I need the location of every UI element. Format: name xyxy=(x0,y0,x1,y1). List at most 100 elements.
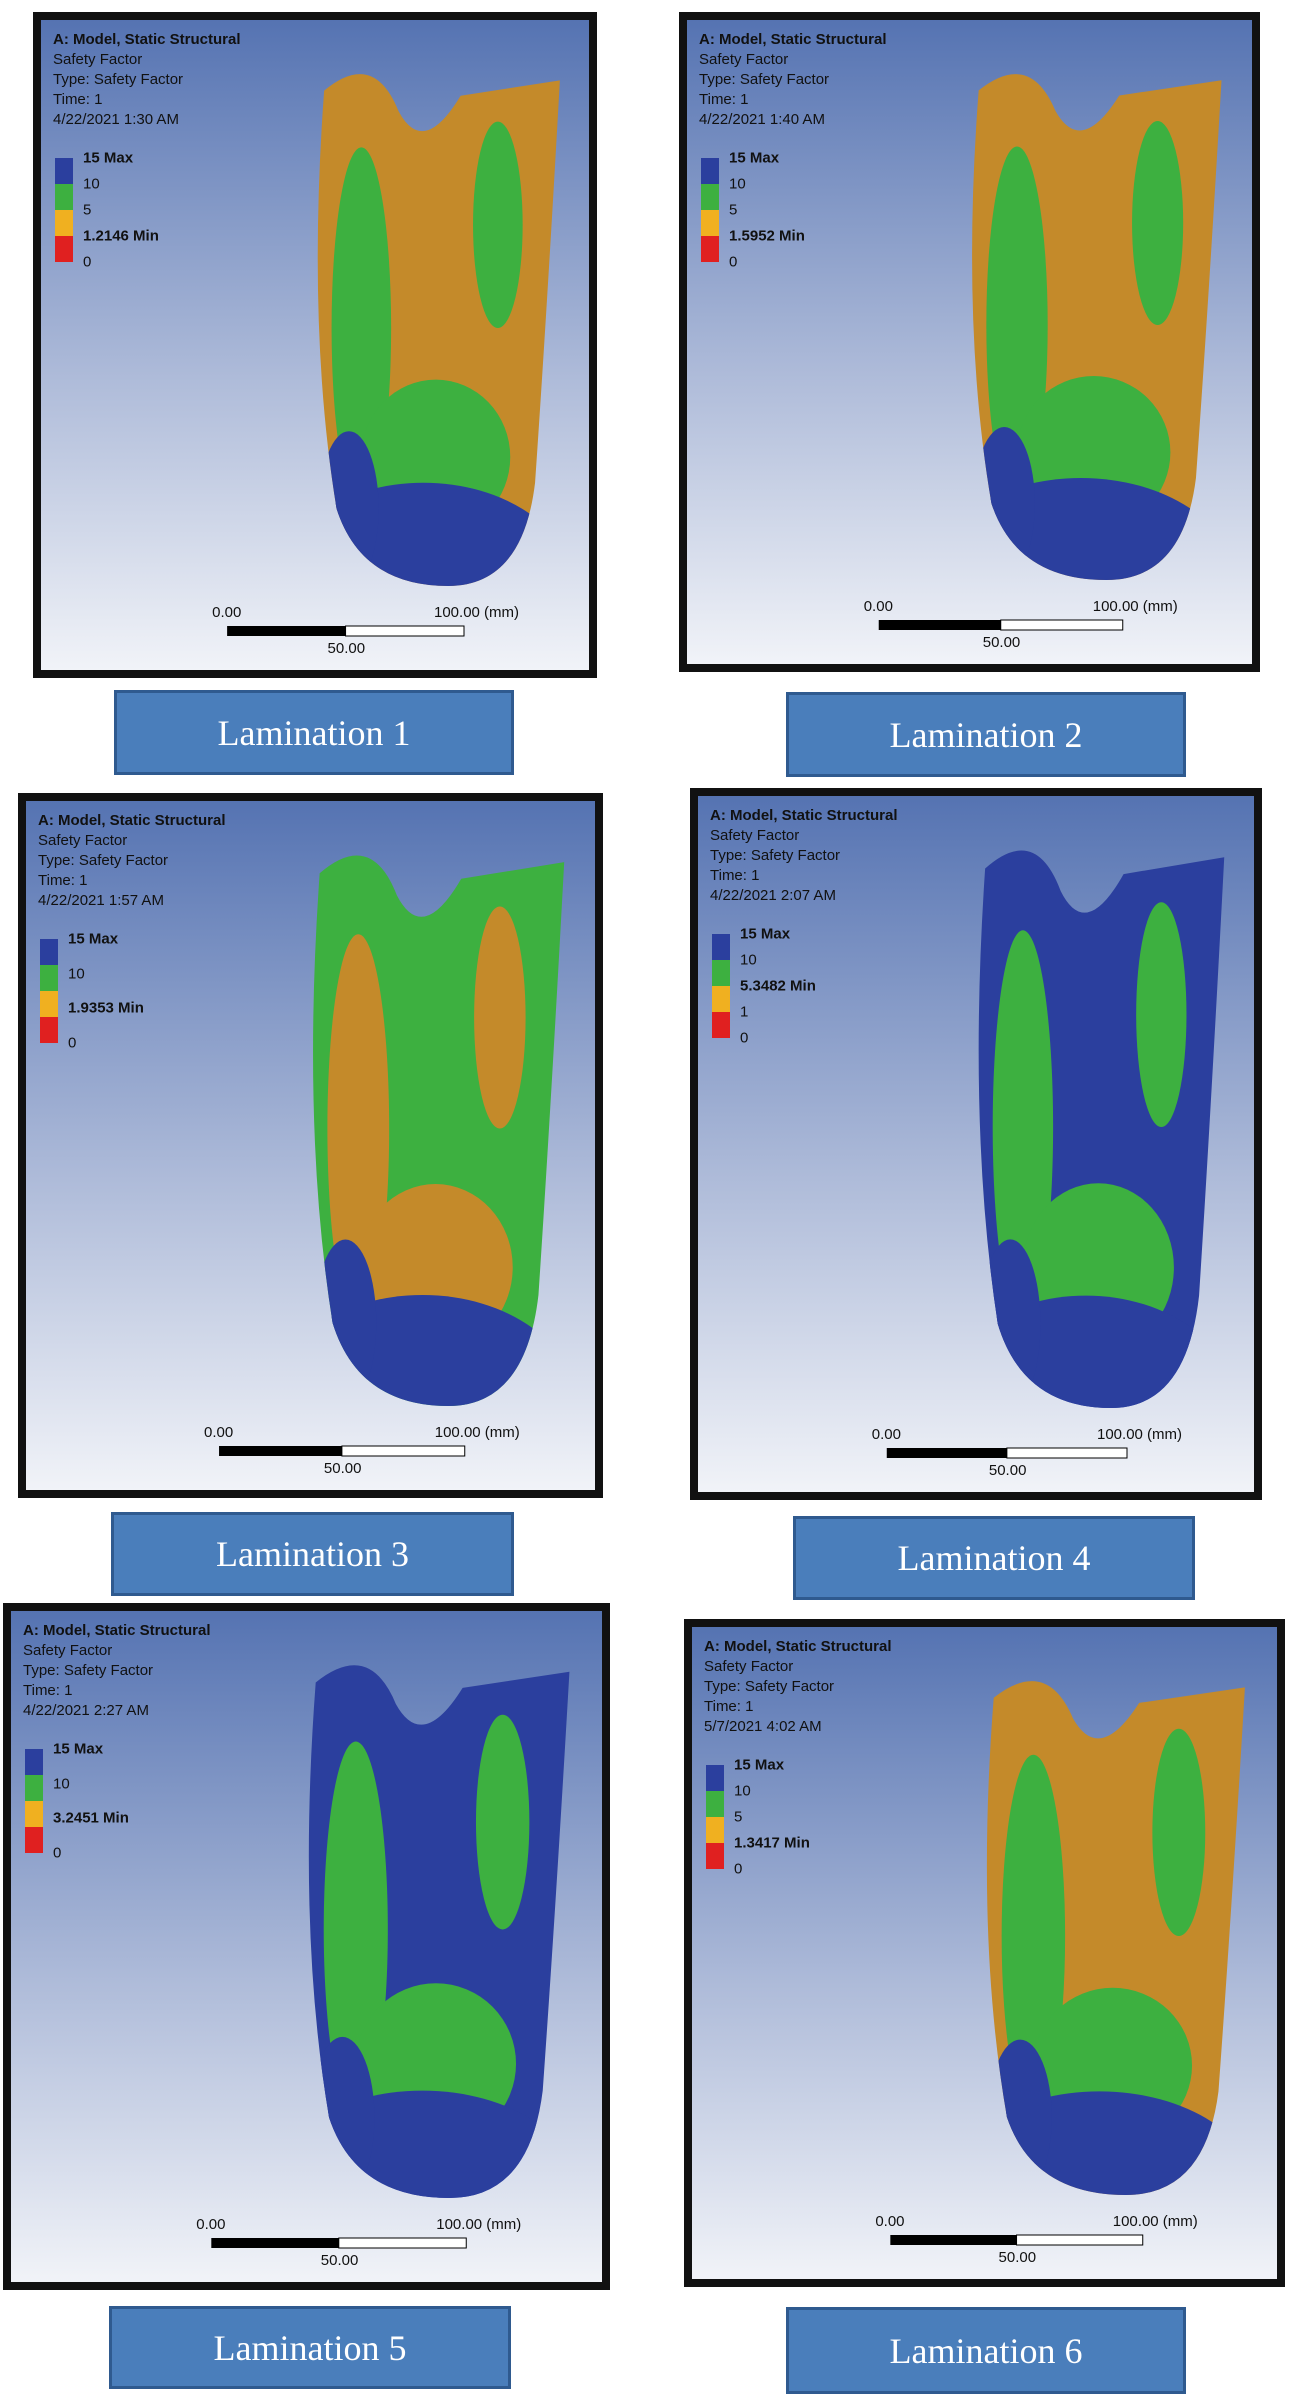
header-line: 4/22/2021 1:57 AM xyxy=(38,892,164,909)
legend-swatch xyxy=(701,210,719,236)
header-line: Type: Safety Factor xyxy=(53,71,184,88)
socket-base xyxy=(986,1681,1245,2196)
scale-label: 100.00 (mm) xyxy=(436,2216,522,2233)
legend-swatch xyxy=(701,236,719,262)
legend-label: 15 Max xyxy=(68,930,119,948)
scale-label: 0.00 xyxy=(212,604,242,621)
legend-swatch xyxy=(40,991,58,1017)
result-panel: A: Model, Static Structural Safety Factor… xyxy=(684,1619,1285,2287)
socket-base xyxy=(308,1665,570,2198)
legend-swatch xyxy=(712,960,730,986)
legend-swatch xyxy=(701,184,719,210)
legend-label: 0 xyxy=(83,253,92,271)
scale-label: 0.00 xyxy=(204,1424,234,1441)
scale-label: 50.00 xyxy=(323,1460,362,1477)
socket-patch xyxy=(319,431,379,586)
legend-label: 10 xyxy=(83,175,100,193)
socket-model xyxy=(227,74,560,637)
legend-label: 3.2451 Min xyxy=(53,1809,129,1827)
header-line: Time: 1 xyxy=(704,1698,754,1715)
result-panel: A: Model, Static Structural Safety Factor… xyxy=(33,12,597,678)
scale-bar xyxy=(1006,1447,1128,1459)
socket-patch xyxy=(1152,1728,1206,1936)
scale-bar xyxy=(219,1446,342,1456)
scale-label: 100.00 (mm) xyxy=(1092,598,1178,615)
scale-label: 50.00 xyxy=(320,2252,359,2269)
legend-label: 0 xyxy=(740,1029,749,1047)
header-line: Type: Safety Factor xyxy=(38,852,169,869)
header-line: Safety Factor xyxy=(699,51,789,68)
socket-patch xyxy=(310,2036,375,2198)
legend-label: 5 xyxy=(729,201,738,219)
header-line: Safety Factor xyxy=(710,827,800,844)
legend-swatch xyxy=(25,1749,43,1775)
socket-colors xyxy=(972,74,1222,581)
socket-base xyxy=(313,855,565,1406)
result-panel: A: Model, Static Structural Safety Factor… xyxy=(690,788,1262,1500)
scale-bar xyxy=(878,620,1001,630)
socket-colors xyxy=(308,1665,570,2198)
legend-label: 1.9353 Min xyxy=(68,999,144,1017)
socket-patch xyxy=(1132,121,1184,325)
legend-swatch xyxy=(25,1801,43,1827)
legend-label: 10 xyxy=(68,965,85,983)
socket-model xyxy=(878,74,1222,631)
legend-label: 15 Max xyxy=(53,1740,104,1758)
header-line: 4/22/2021 1:40 AM xyxy=(699,111,825,128)
scale-label: 50.00 xyxy=(327,640,366,657)
header-line: Type: Safety Factor xyxy=(699,71,830,88)
socket-model xyxy=(219,855,565,1457)
header-line: 5/7/2021 4:02 AM xyxy=(704,1718,822,1735)
header-line: Type: Safety Factor xyxy=(704,1678,835,1695)
scale-label: 50.00 xyxy=(988,1462,1027,1479)
legend-label: 1.3417 Min xyxy=(734,1834,810,1852)
legend-label: 0 xyxy=(729,253,738,271)
socket-model xyxy=(211,1665,570,2249)
legend-label: 1 xyxy=(740,1003,749,1021)
legend-label: 1.5952 Min xyxy=(729,227,805,245)
socket-base xyxy=(317,74,560,587)
legend-swatch xyxy=(25,1775,43,1801)
legend-label: 0 xyxy=(53,1844,62,1862)
scale-label: 50.00 xyxy=(982,634,1021,651)
legend-swatch xyxy=(712,1012,730,1038)
scale-bar xyxy=(886,1448,1007,1458)
legend-swatch xyxy=(55,158,73,184)
legend-label: 5 xyxy=(83,201,92,219)
header-line: Safety Factor xyxy=(53,51,143,68)
socket-patch xyxy=(473,121,523,328)
legend-swatch xyxy=(706,1791,724,1817)
panel-header: A: Model, Static Structural Safety Factor… xyxy=(38,811,226,911)
scale-bar xyxy=(341,1445,466,1457)
header-line: Safety Factor xyxy=(704,1658,794,1675)
result-panel: A: Model, Static Structural Safety Factor… xyxy=(18,793,603,1498)
legend-swatch xyxy=(55,236,73,262)
legend-label: 15 Max xyxy=(83,149,134,167)
socket-base xyxy=(972,74,1222,581)
header-line: 4/22/2021 2:07 AM xyxy=(710,887,836,904)
legend-swatch xyxy=(712,934,730,960)
legend-label: 1.2146 Min xyxy=(83,227,159,245)
legend-label: 15 Max xyxy=(734,1756,785,1774)
header-line: 4/22/2021 1:30 AM xyxy=(53,111,179,128)
caption: Lamination 2 xyxy=(786,692,1186,777)
header-line: Safety Factor xyxy=(23,1642,113,1659)
legend-swatch xyxy=(25,1827,43,1853)
socket-model xyxy=(890,1681,1245,2246)
header-line: A: Model, Static Structural xyxy=(53,31,241,48)
header-line: Time: 1 xyxy=(38,872,88,889)
header-line: Time: 1 xyxy=(53,91,103,108)
socket-patch xyxy=(474,906,526,1129)
socket-patch xyxy=(973,427,1035,580)
socket-patch xyxy=(1136,902,1187,1127)
panel-header: A: Model, Static Structural Safety Factor… xyxy=(53,30,241,130)
header-line: Time: 1 xyxy=(699,91,749,108)
legend-swatch xyxy=(712,986,730,1012)
caption: Lamination 1 xyxy=(114,690,514,775)
legend-label: 10 xyxy=(734,1782,751,1800)
header-line: A: Model, Static Structural xyxy=(710,807,898,824)
caption: Lamination 6 xyxy=(786,2307,1186,2394)
socket-patch xyxy=(314,1239,377,1406)
legend-swatch xyxy=(701,158,719,184)
